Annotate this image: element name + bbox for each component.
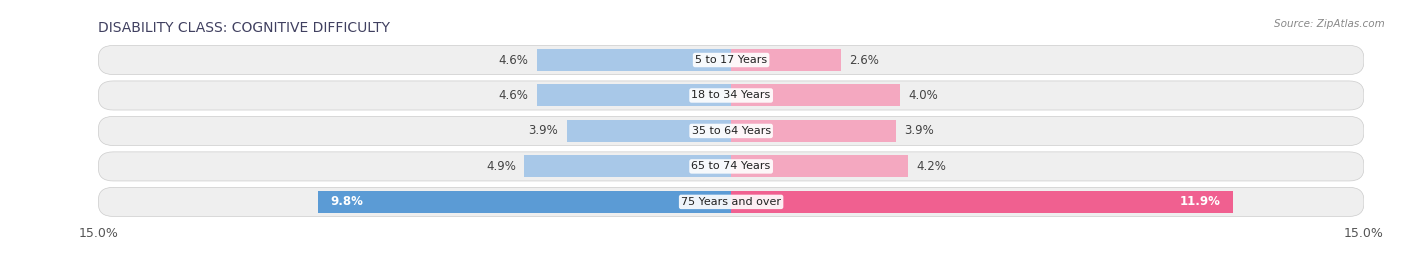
FancyBboxPatch shape	[98, 45, 1364, 75]
Text: 4.2%: 4.2%	[917, 160, 946, 173]
Bar	[731, 191, 1233, 213]
Text: Source: ZipAtlas.com: Source: ZipAtlas.com	[1274, 19, 1385, 29]
Text: 18 to 34 Years: 18 to 34 Years	[692, 90, 770, 100]
Bar	[524, 156, 731, 177]
Bar	[537, 49, 731, 71]
FancyBboxPatch shape	[98, 81, 1364, 110]
Text: 5 to 17 Years: 5 to 17 Years	[695, 55, 768, 65]
Bar	[731, 120, 896, 142]
Text: 11.9%: 11.9%	[1180, 195, 1220, 208]
Text: 3.9%: 3.9%	[529, 124, 558, 137]
Bar	[731, 49, 841, 71]
Text: 35 to 64 Years: 35 to 64 Years	[692, 126, 770, 136]
FancyBboxPatch shape	[98, 187, 1364, 217]
Bar	[731, 85, 900, 106]
FancyBboxPatch shape	[98, 116, 1364, 146]
Text: DISABILITY CLASS: COGNITIVE DIFFICULTY: DISABILITY CLASS: COGNITIVE DIFFICULTY	[98, 21, 391, 35]
Text: 75 Years and over: 75 Years and over	[681, 197, 782, 207]
FancyBboxPatch shape	[98, 152, 1364, 181]
Bar	[731, 156, 908, 177]
Text: 9.8%: 9.8%	[330, 195, 363, 208]
Bar	[537, 85, 731, 106]
Text: 2.6%: 2.6%	[849, 53, 879, 66]
Bar	[318, 191, 731, 213]
Text: 3.9%: 3.9%	[904, 124, 934, 137]
Bar	[567, 120, 731, 142]
Text: 65 to 74 Years: 65 to 74 Years	[692, 161, 770, 171]
Text: 4.6%: 4.6%	[499, 53, 529, 66]
Text: 4.6%: 4.6%	[499, 89, 529, 102]
Text: 4.0%: 4.0%	[908, 89, 938, 102]
Text: 4.9%: 4.9%	[486, 160, 516, 173]
